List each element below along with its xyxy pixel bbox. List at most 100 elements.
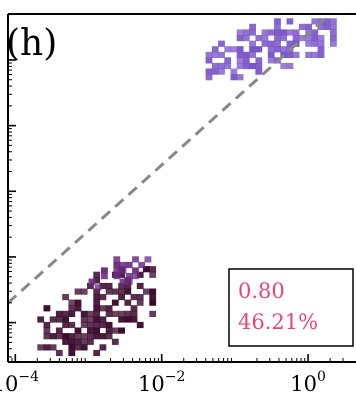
cluster-cell-high bbox=[205, 74, 213, 81]
cluster-cell-low bbox=[93, 271, 101, 278]
cluster-cell-low bbox=[74, 299, 82, 306]
x-tick-label: 10−4 bbox=[0, 369, 39, 393]
cluster-cell-low bbox=[87, 282, 94, 290]
cluster-cell-high bbox=[311, 18, 319, 25]
cluster-cell-low bbox=[105, 305, 113, 312]
cluster-cell-low bbox=[37, 344, 45, 351]
cluster-cell-high bbox=[236, 29, 244, 36]
cluster-cell-low bbox=[143, 266, 150, 273]
cluster-cell-high bbox=[330, 23, 337, 30]
cluster-cell-high bbox=[323, 23, 331, 30]
cluster-cell-low bbox=[93, 349, 101, 357]
cluster-cell-low bbox=[111, 327, 119, 334]
cluster-cell-low bbox=[49, 333, 57, 340]
cluster-cell-high bbox=[205, 68, 213, 75]
cluster-cell-low bbox=[80, 316, 88, 323]
cluster-cell-high bbox=[236, 51, 244, 58]
cluster-cell-mid bbox=[125, 261, 133, 269]
cluster-cell-high bbox=[205, 51, 213, 58]
cluster-cell-high bbox=[236, 46, 244, 53]
annotation-percent: 46.21% bbox=[238, 310, 318, 334]
cluster-cell-high bbox=[280, 62, 288, 70]
cluster-cell-high bbox=[305, 51, 312, 58]
ticks bbox=[7, 59, 344, 362]
cluster-cell-low bbox=[118, 288, 125, 295]
cluster-cell-low bbox=[43, 305, 51, 312]
cluster-cell-mid bbox=[119, 278, 127, 285]
cluster-cell-high bbox=[205, 57, 213, 64]
cluster-cell-mid bbox=[119, 261, 127, 269]
cluster-cell-high bbox=[261, 29, 269, 36]
cluster-cell-high bbox=[230, 46, 238, 53]
cluster-cell-high bbox=[267, 29, 275, 36]
cluster-cell-mid bbox=[132, 256, 139, 263]
cluster-cell-high bbox=[267, 57, 275, 64]
cluster-cell-low bbox=[105, 321, 113, 329]
cluster-cell-low bbox=[87, 327, 94, 334]
cluster-cell-high bbox=[305, 40, 312, 47]
cluster-cell-high bbox=[242, 51, 250, 58]
cluster-cell-low bbox=[62, 294, 69, 301]
cluster-cell-high bbox=[230, 68, 238, 75]
x-tick-label-exponent: 0 bbox=[317, 369, 326, 385]
cluster-cell-low bbox=[118, 310, 125, 317]
annotation-box: 0.80 46.21% bbox=[228, 268, 354, 347]
cluster-cell-low bbox=[130, 294, 138, 301]
cluster-cell-low bbox=[74, 338, 82, 345]
cluster-cell-low bbox=[136, 299, 144, 306]
cluster-cell-low bbox=[111, 299, 119, 306]
annotation-value: 0.80 bbox=[238, 279, 285, 303]
cluster-cell-low bbox=[149, 288, 157, 295]
cluster-cell-high bbox=[286, 62, 294, 70]
cluster-cell-low bbox=[136, 294, 144, 301]
x-tick-label-base: 10 bbox=[138, 372, 165, 393]
cluster-cell-low bbox=[143, 288, 150, 295]
cluster-cell-low bbox=[149, 266, 157, 273]
cluster-cell-low bbox=[130, 305, 138, 312]
x-tick-label-base: 10 bbox=[290, 372, 317, 393]
cluster-cell-low bbox=[80, 333, 88, 340]
cluster-cell-low bbox=[43, 321, 51, 329]
cluster-cell-high bbox=[274, 29, 281, 36]
cluster-cell-mid bbox=[101, 273, 108, 280]
cluster-cell-low bbox=[149, 294, 157, 301]
cluster-cell-low bbox=[68, 349, 76, 357]
cluster-cell-low bbox=[93, 321, 101, 329]
cluster-cell-low bbox=[87, 321, 94, 329]
cluster-cell-high bbox=[236, 74, 244, 81]
x-tick-label-exponent: −4 bbox=[18, 369, 39, 385]
cluster-cell-low bbox=[99, 316, 107, 323]
cluster-cell-low bbox=[93, 294, 101, 301]
cluster-cell-high bbox=[218, 68, 225, 75]
cluster-cell-low bbox=[149, 271, 157, 278]
cluster-cell-low bbox=[118, 327, 125, 334]
cluster-cell-high bbox=[330, 29, 337, 36]
cluster-cell-low bbox=[93, 310, 101, 317]
cluster-cell-low bbox=[99, 305, 107, 312]
cluster-cell-low bbox=[80, 338, 88, 345]
cluster-cell-low bbox=[118, 316, 125, 323]
cluster-cell-mid bbox=[119, 267, 127, 274]
cluster-cell-mid bbox=[113, 267, 121, 274]
cluster-cell-low bbox=[87, 338, 94, 345]
annotation-frame bbox=[228, 268, 354, 347]
cluster-cell-low bbox=[105, 333, 113, 340]
cluster-cell-high bbox=[249, 23, 256, 30]
cluster-cell-high bbox=[236, 35, 244, 42]
cluster-cell-low bbox=[136, 282, 144, 290]
cluster-cell-high bbox=[218, 51, 225, 58]
cluster-cell-high bbox=[211, 46, 219, 53]
cluster-cell-high bbox=[292, 51, 300, 58]
cluster-cell-mid bbox=[144, 256, 152, 263]
cluster-cell-high bbox=[236, 57, 244, 64]
cluster-cell-mid bbox=[101, 267, 108, 274]
cluster-cell-high bbox=[261, 35, 269, 42]
cluster-cell-low bbox=[62, 316, 69, 323]
cluster-cell-high bbox=[286, 18, 294, 25]
cluster-cell-low bbox=[55, 349, 63, 357]
cluster-cell-high bbox=[311, 29, 319, 36]
cluster-cell-low bbox=[68, 338, 76, 345]
cluster-cell-high bbox=[292, 29, 300, 36]
cluster-cell-low bbox=[111, 288, 119, 295]
cluster-cell-low bbox=[93, 305, 101, 312]
